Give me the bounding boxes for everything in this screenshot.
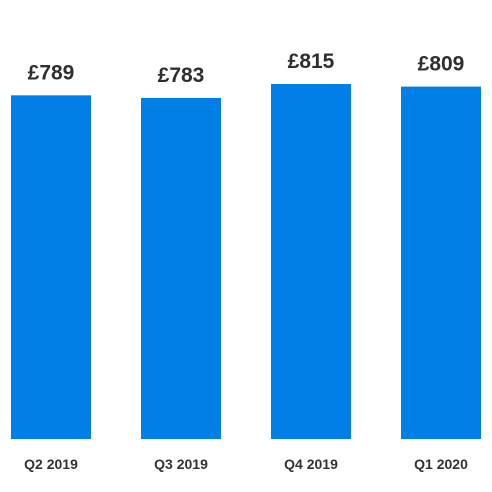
bars-group [11,84,481,440]
x-axis-tick-labels: Q2 2019 Q3 2019 Q4 2019 Q1 2020 [24,456,468,472]
value-label-q1-2020: £809 [418,53,465,76]
value-label-q2-2019: £789 [28,61,75,84]
x-tick-label-q4-2019: Q4 2019 [284,456,338,472]
value-labels-group: £789 £783 £815 £809 [28,50,465,87]
bar-q3-2019 [141,97,221,439]
x-tick-label-q3-2019: Q3 2019 [154,456,208,472]
value-label-q3-2019: £783 [158,64,205,87]
bar-q4-2019 [271,84,351,439]
x-tick-label-q2-2019: Q2 2019 [24,456,78,472]
bar-q1-2020 [401,86,481,439]
x-tick-label-q1-2020: Q1 2020 [414,456,468,472]
bar-q2-2019 [11,95,91,440]
value-label-q4-2019: £815 [288,50,335,73]
